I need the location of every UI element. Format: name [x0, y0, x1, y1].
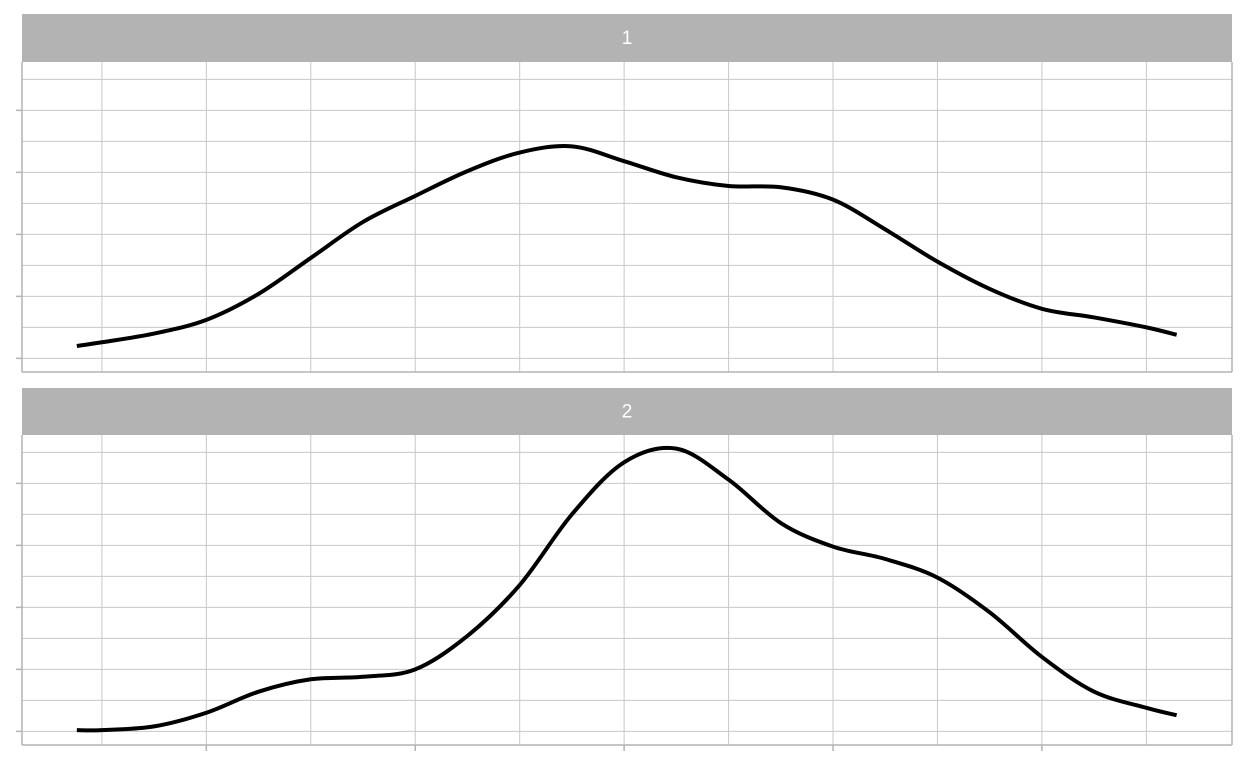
strip-label: 2: [622, 402, 633, 423]
strip-label: 1: [622, 28, 633, 49]
strip: [22, 14, 1232, 62]
strip: [22, 388, 1232, 435]
density-line: [76, 144, 1178, 348]
density-line: [76, 445, 1178, 733]
